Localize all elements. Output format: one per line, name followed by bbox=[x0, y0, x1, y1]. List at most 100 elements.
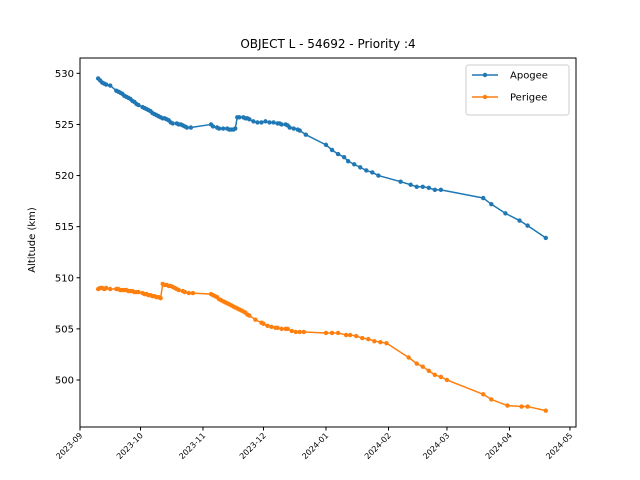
apogee-point bbox=[438, 187, 444, 193]
apogee-point bbox=[329, 147, 335, 153]
series-layer bbox=[95, 76, 548, 413]
apogee-point bbox=[345, 159, 351, 164]
apogee-point bbox=[271, 120, 276, 125]
perigee-point bbox=[505, 403, 510, 408]
apogee-point bbox=[335, 151, 341, 157]
perigee-point bbox=[335, 330, 341, 336]
chart-title: OBJECT L - 54692 - Priority :4 bbox=[240, 37, 415, 51]
perigee-point bbox=[293, 329, 298, 335]
apogee-point bbox=[267, 120, 272, 125]
legend-perigee-label: Perigee bbox=[510, 93, 547, 104]
apogee-point bbox=[237, 115, 242, 120]
apogee-point bbox=[184, 125, 190, 130]
apogee-point bbox=[414, 184, 419, 189]
perigee-point bbox=[519, 404, 524, 409]
perigee-point bbox=[261, 321, 266, 326]
y-tick-label: 530 bbox=[55, 69, 74, 80]
perigee-point bbox=[360, 335, 365, 341]
perigee-point bbox=[444, 377, 450, 383]
apogee-point bbox=[408, 182, 413, 187]
apogee-point bbox=[297, 128, 302, 133]
apogee-point bbox=[420, 184, 425, 189]
apogee-point bbox=[543, 235, 548, 241]
perigee-point bbox=[432, 372, 438, 378]
perigee-point bbox=[354, 333, 359, 339]
perigee-point bbox=[329, 330, 335, 336]
perigee-point bbox=[158, 296, 163, 301]
apogee-point bbox=[503, 211, 508, 216]
perigee-point bbox=[343, 332, 349, 338]
apogee-point bbox=[517, 218, 522, 223]
perigee-point bbox=[275, 325, 280, 331]
apogee-point bbox=[188, 125, 194, 130]
apogee-point bbox=[352, 162, 357, 167]
y-tick-label: 500 bbox=[55, 375, 74, 386]
y-tick-label: 525 bbox=[55, 120, 74, 131]
apogee-point bbox=[251, 119, 256, 124]
apogee-point bbox=[279, 122, 284, 127]
perigee-point bbox=[543, 408, 548, 413]
apogee-point bbox=[233, 126, 238, 131]
perigee-point bbox=[285, 326, 290, 332]
perigee-point bbox=[347, 332, 353, 338]
perigee-point bbox=[247, 313, 252, 318]
perigee-point bbox=[269, 324, 274, 330]
perigee-point bbox=[297, 329, 302, 335]
y-tick-label: 520 bbox=[55, 171, 74, 182]
perigee-point bbox=[253, 317, 258, 322]
perigee-point bbox=[384, 340, 389, 346]
perigee-point bbox=[190, 290, 196, 296]
apogee-point bbox=[358, 165, 363, 170]
apogee-point bbox=[376, 173, 381, 178]
perigee-point bbox=[108, 286, 113, 292]
perigee-point bbox=[176, 287, 181, 293]
perigee-point bbox=[406, 355, 411, 360]
legend-perigee-marker bbox=[482, 94, 488, 100]
apogee-point bbox=[364, 168, 369, 173]
perigee-point bbox=[438, 374, 444, 380]
perigee-series bbox=[95, 281, 548, 413]
apogee-point bbox=[426, 185, 432, 191]
apogee-point bbox=[210, 124, 216, 129]
apogee-point bbox=[220, 126, 226, 131]
apogee-point bbox=[263, 119, 268, 124]
apogee-point bbox=[291, 126, 296, 131]
apogee-point bbox=[303, 132, 309, 137]
perigee-point bbox=[186, 290, 192, 296]
perigee-point bbox=[301, 329, 306, 335]
legend-apogee-label: Apogee bbox=[510, 71, 548, 82]
apogee-series bbox=[95, 76, 548, 241]
legend-apogee-marker bbox=[482, 72, 488, 78]
apogee-point bbox=[398, 179, 403, 184]
perigee-point bbox=[136, 289, 141, 295]
perigee-point bbox=[426, 368, 432, 373]
apogee-point bbox=[525, 223, 530, 228]
y-axis: 500 505 510 515 520 525 530 bbox=[55, 69, 80, 386]
y-tick-label: 510 bbox=[55, 273, 74, 284]
perigee-point bbox=[279, 326, 284, 332]
perigee-point bbox=[289, 328, 294, 334]
perigee-point bbox=[265, 323, 270, 329]
apogee-point bbox=[370, 170, 375, 175]
apogee-point bbox=[255, 120, 260, 125]
perigee-point bbox=[104, 285, 109, 291]
perigee-point bbox=[525, 404, 530, 409]
apogee-point bbox=[108, 83, 113, 88]
apogee-point bbox=[432, 187, 438, 193]
apogee-point bbox=[489, 201, 494, 207]
perigee-point bbox=[182, 289, 188, 295]
apogee-point bbox=[287, 125, 292, 130]
perigee-point bbox=[489, 397, 494, 402]
legend-box bbox=[465, 64, 570, 116]
perigee-point bbox=[323, 330, 329, 336]
legend: Apogee Perigee bbox=[465, 64, 570, 116]
y-tick-label: 505 bbox=[55, 324, 74, 335]
plot-area-frame bbox=[79, 57, 577, 428]
apogee-point bbox=[341, 154, 347, 160]
perigee-point bbox=[372, 338, 377, 344]
apogee-point bbox=[136, 102, 141, 108]
perigee-point bbox=[420, 364, 425, 369]
y-axis-label: Altitude (km) bbox=[27, 207, 38, 273]
